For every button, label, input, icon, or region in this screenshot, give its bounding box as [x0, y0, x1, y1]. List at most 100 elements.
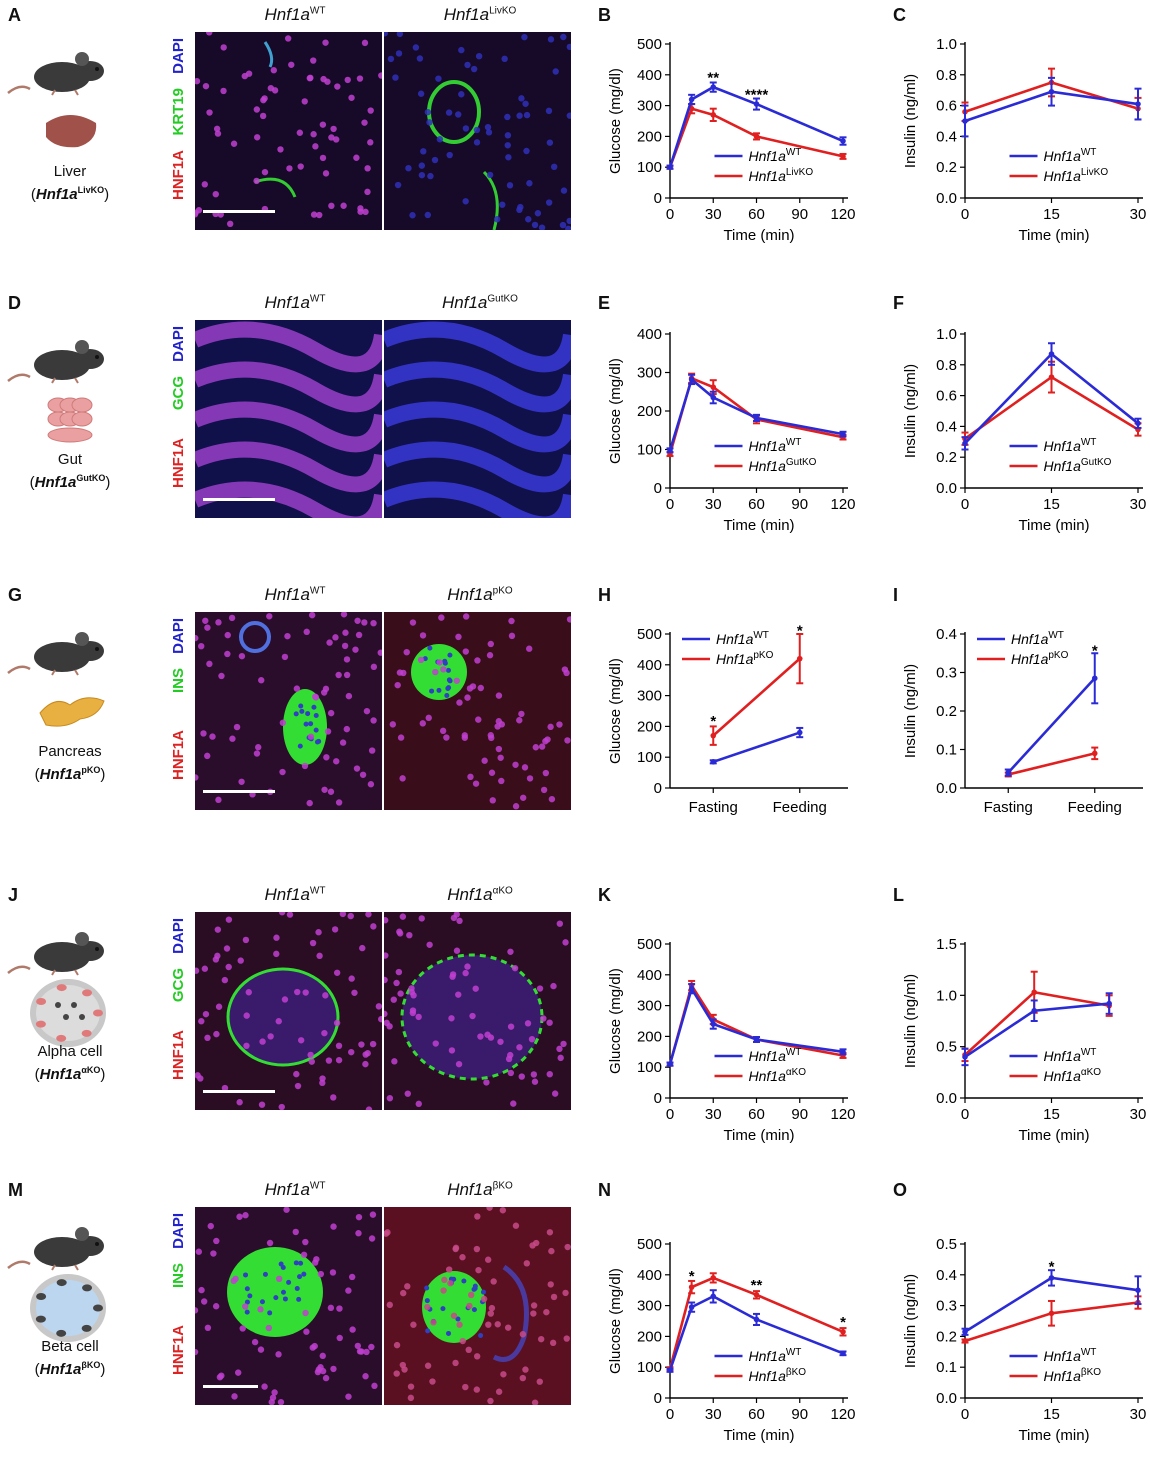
organ-name: Pancreas	[38, 743, 102, 760]
data-point	[962, 118, 968, 124]
y-tick-label: 300	[637, 365, 662, 382]
genotype-label: (Hnf1aLivKO)	[30, 185, 110, 203]
data-point	[710, 1275, 717, 1281]
significance-marker: *	[840, 1314, 846, 1331]
chart-o: 0.0 0.1 0.2 0.3 0.4 0.5 0 15 30 Time (min) Insulin…	[902, 1236, 1147, 1444]
y-tick-label: 500	[637, 626, 662, 643]
y-tick-label: 1.5	[936, 936, 957, 953]
y-tick-label: 0.1	[936, 742, 957, 759]
mouse-organ-illustration	[7, 1227, 106, 1342]
organ-label: Beta cell (Hnf1aβKO)	[10, 1337, 130, 1379]
y-tick-label: 100	[637, 749, 662, 766]
ko-image-title: Hnf1apKO	[447, 585, 513, 604]
organ-name: Liver	[53, 163, 87, 180]
data-point	[796, 729, 803, 736]
data-point	[688, 985, 695, 992]
mouse-icon	[7, 340, 104, 384]
panel-letter-n: N	[598, 1180, 611, 1200]
y-tick-label: 0.4	[936, 626, 957, 643]
scale-bar	[203, 790, 275, 793]
ko-suffix: βKO	[81, 1360, 101, 1370]
y-tick-label: 100	[637, 1059, 662, 1076]
legend-label: Hnf1aβKO	[749, 1367, 807, 1384]
legend-label: Hnf1aLivKO	[749, 167, 814, 184]
x-tick-label: 30	[1130, 496, 1147, 513]
scale-bar	[203, 1385, 258, 1388]
y-tick-label: 100	[637, 159, 662, 176]
x-axis-label: Time (min)	[1018, 227, 1089, 244]
panel-letter-h: H	[598, 585, 611, 605]
stain-label-ins: INS	[170, 1263, 187, 1289]
y-tick-label: 300	[637, 998, 662, 1015]
y-tick-label: 0.3	[936, 665, 957, 682]
data-point	[667, 1061, 673, 1067]
stain-label-hnf1a: HNF1A	[170, 438, 187, 489]
chart-k: 0 100 200 300 400 500 0 30 60 90 120 Time (min) Gluc…	[607, 936, 856, 1144]
data-point	[1135, 1287, 1141, 1293]
data-point	[710, 384, 717, 390]
y-tick-label: 0.8	[936, 357, 957, 374]
y-tick-label: 500	[637, 1236, 662, 1253]
legend-label: Hnf1aWT	[749, 1047, 802, 1064]
x-tick-label: 30	[1130, 1406, 1147, 1423]
x-tick-label: 0	[666, 496, 674, 513]
y-axis-label: Glucose (mg/dl)	[607, 68, 624, 174]
series-line-ko	[712, 657, 801, 737]
genotype-label: (Hnf1apKO)	[34, 765, 106, 783]
y-axis-label: Insulin (ng/ml)	[902, 974, 919, 1068]
wt-micrograph	[195, 320, 382, 518]
x-tick-label: 30	[705, 1406, 722, 1423]
panel-letter-o: O	[893, 1180, 908, 1200]
data-point	[688, 376, 695, 383]
data-point	[840, 153, 846, 160]
y-tick-label: 0	[654, 190, 662, 207]
y-tick-label: 0.8	[936, 67, 957, 84]
data-point	[1005, 769, 1012, 776]
data-point	[753, 1316, 760, 1323]
y-tick-label: 400	[637, 1267, 662, 1284]
y-tick-label: 300	[637, 98, 662, 115]
wt-micrograph	[195, 1207, 382, 1405]
ko-suffix: αKO	[81, 1065, 101, 1075]
panel-letter-e: E	[598, 293, 611, 313]
y-tick-label: 0	[654, 1090, 662, 1107]
wt-micrograph	[195, 32, 382, 230]
gene-name: Hnf1a	[39, 1066, 82, 1083]
stain-label-gcg: GCG	[170, 968, 187, 1003]
data-point	[667, 1367, 673, 1374]
y-tick-label: 200	[637, 128, 662, 145]
mouse-icon	[7, 632, 104, 676]
significance-marker: **	[707, 69, 719, 86]
legend-label: Hnf1aWT	[1044, 1347, 1097, 1364]
genotype-label: (Hnf1aβKO)	[34, 1360, 106, 1378]
y-tick-label: 500	[637, 36, 662, 53]
genotype-label: (Hnf1aGutKO)	[29, 473, 111, 491]
organ-label: Gut (Hnf1aGutKO)	[10, 450, 130, 492]
ko-image-title: Hnf1aGutKO	[442, 293, 518, 312]
y-tick-label: 0	[654, 780, 662, 797]
panel-letter-l: L	[893, 885, 904, 905]
significance-marker: *	[1092, 642, 1098, 659]
legend-label: Hnf1aWT	[1011, 630, 1064, 647]
y-tick-label: 0.6	[936, 388, 957, 405]
significance-marker: *	[1049, 1259, 1055, 1276]
x-tick-label: 30	[705, 1106, 722, 1123]
significance-marker: **	[751, 1277, 763, 1294]
y-axis-label: Insulin (ng/ml)	[902, 664, 919, 758]
y-axis-label: Glucose (mg/dl)	[607, 1268, 624, 1374]
data-point	[962, 1054, 968, 1060]
stain-label-krt19: KRT19	[170, 88, 187, 136]
x-tick-label: 120	[830, 1406, 855, 1423]
legend-label: Hnf1aLivKO	[1044, 167, 1109, 184]
y-tick-label: 0.4	[936, 1267, 957, 1284]
data-point	[688, 1304, 695, 1310]
data-point	[1135, 101, 1141, 107]
mouse-organ-illustration	[7, 52, 104, 148]
data-point	[840, 1049, 846, 1055]
liver-icon	[46, 115, 97, 148]
y-tick-label: 200	[637, 718, 662, 735]
x-tick-label: 120	[830, 206, 855, 223]
chart-c: 0.0 0.2 0.4 0.6 0.8 1.0 0 15 30 Time (min) Insulin…	[902, 36, 1146, 244]
significance-marker: *	[710, 713, 716, 730]
data-point	[840, 431, 846, 437]
